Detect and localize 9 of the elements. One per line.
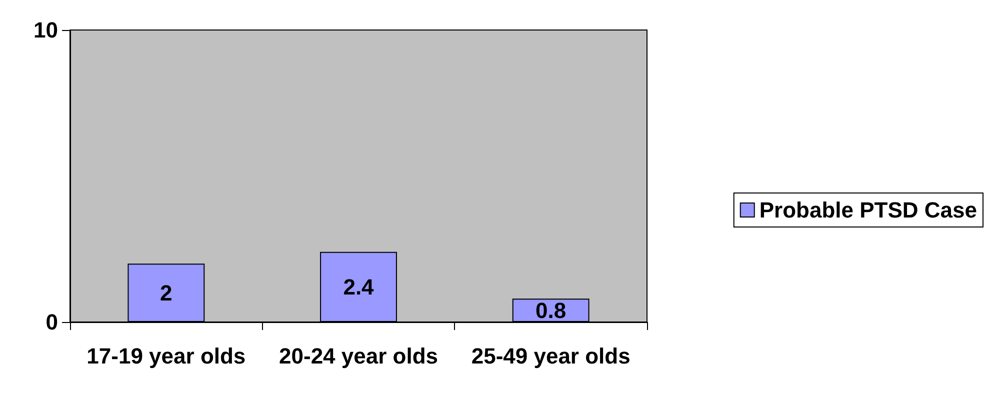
x-tick-label: 20-24 year olds [279, 344, 438, 368]
y-tick-label: 10 [34, 18, 58, 42]
data-label: 0.8 [536, 298, 566, 323]
data-label: 2.4 [343, 274, 375, 300]
y-tick-label: 0 [46, 310, 58, 334]
x-tick-label: 25-49 year olds [471, 344, 630, 368]
data-label: 2 [160, 280, 172, 306]
x-tick-label: 17-19 year olds [86, 344, 246, 368]
legend-label: Probable PTSD Case [759, 198, 978, 222]
